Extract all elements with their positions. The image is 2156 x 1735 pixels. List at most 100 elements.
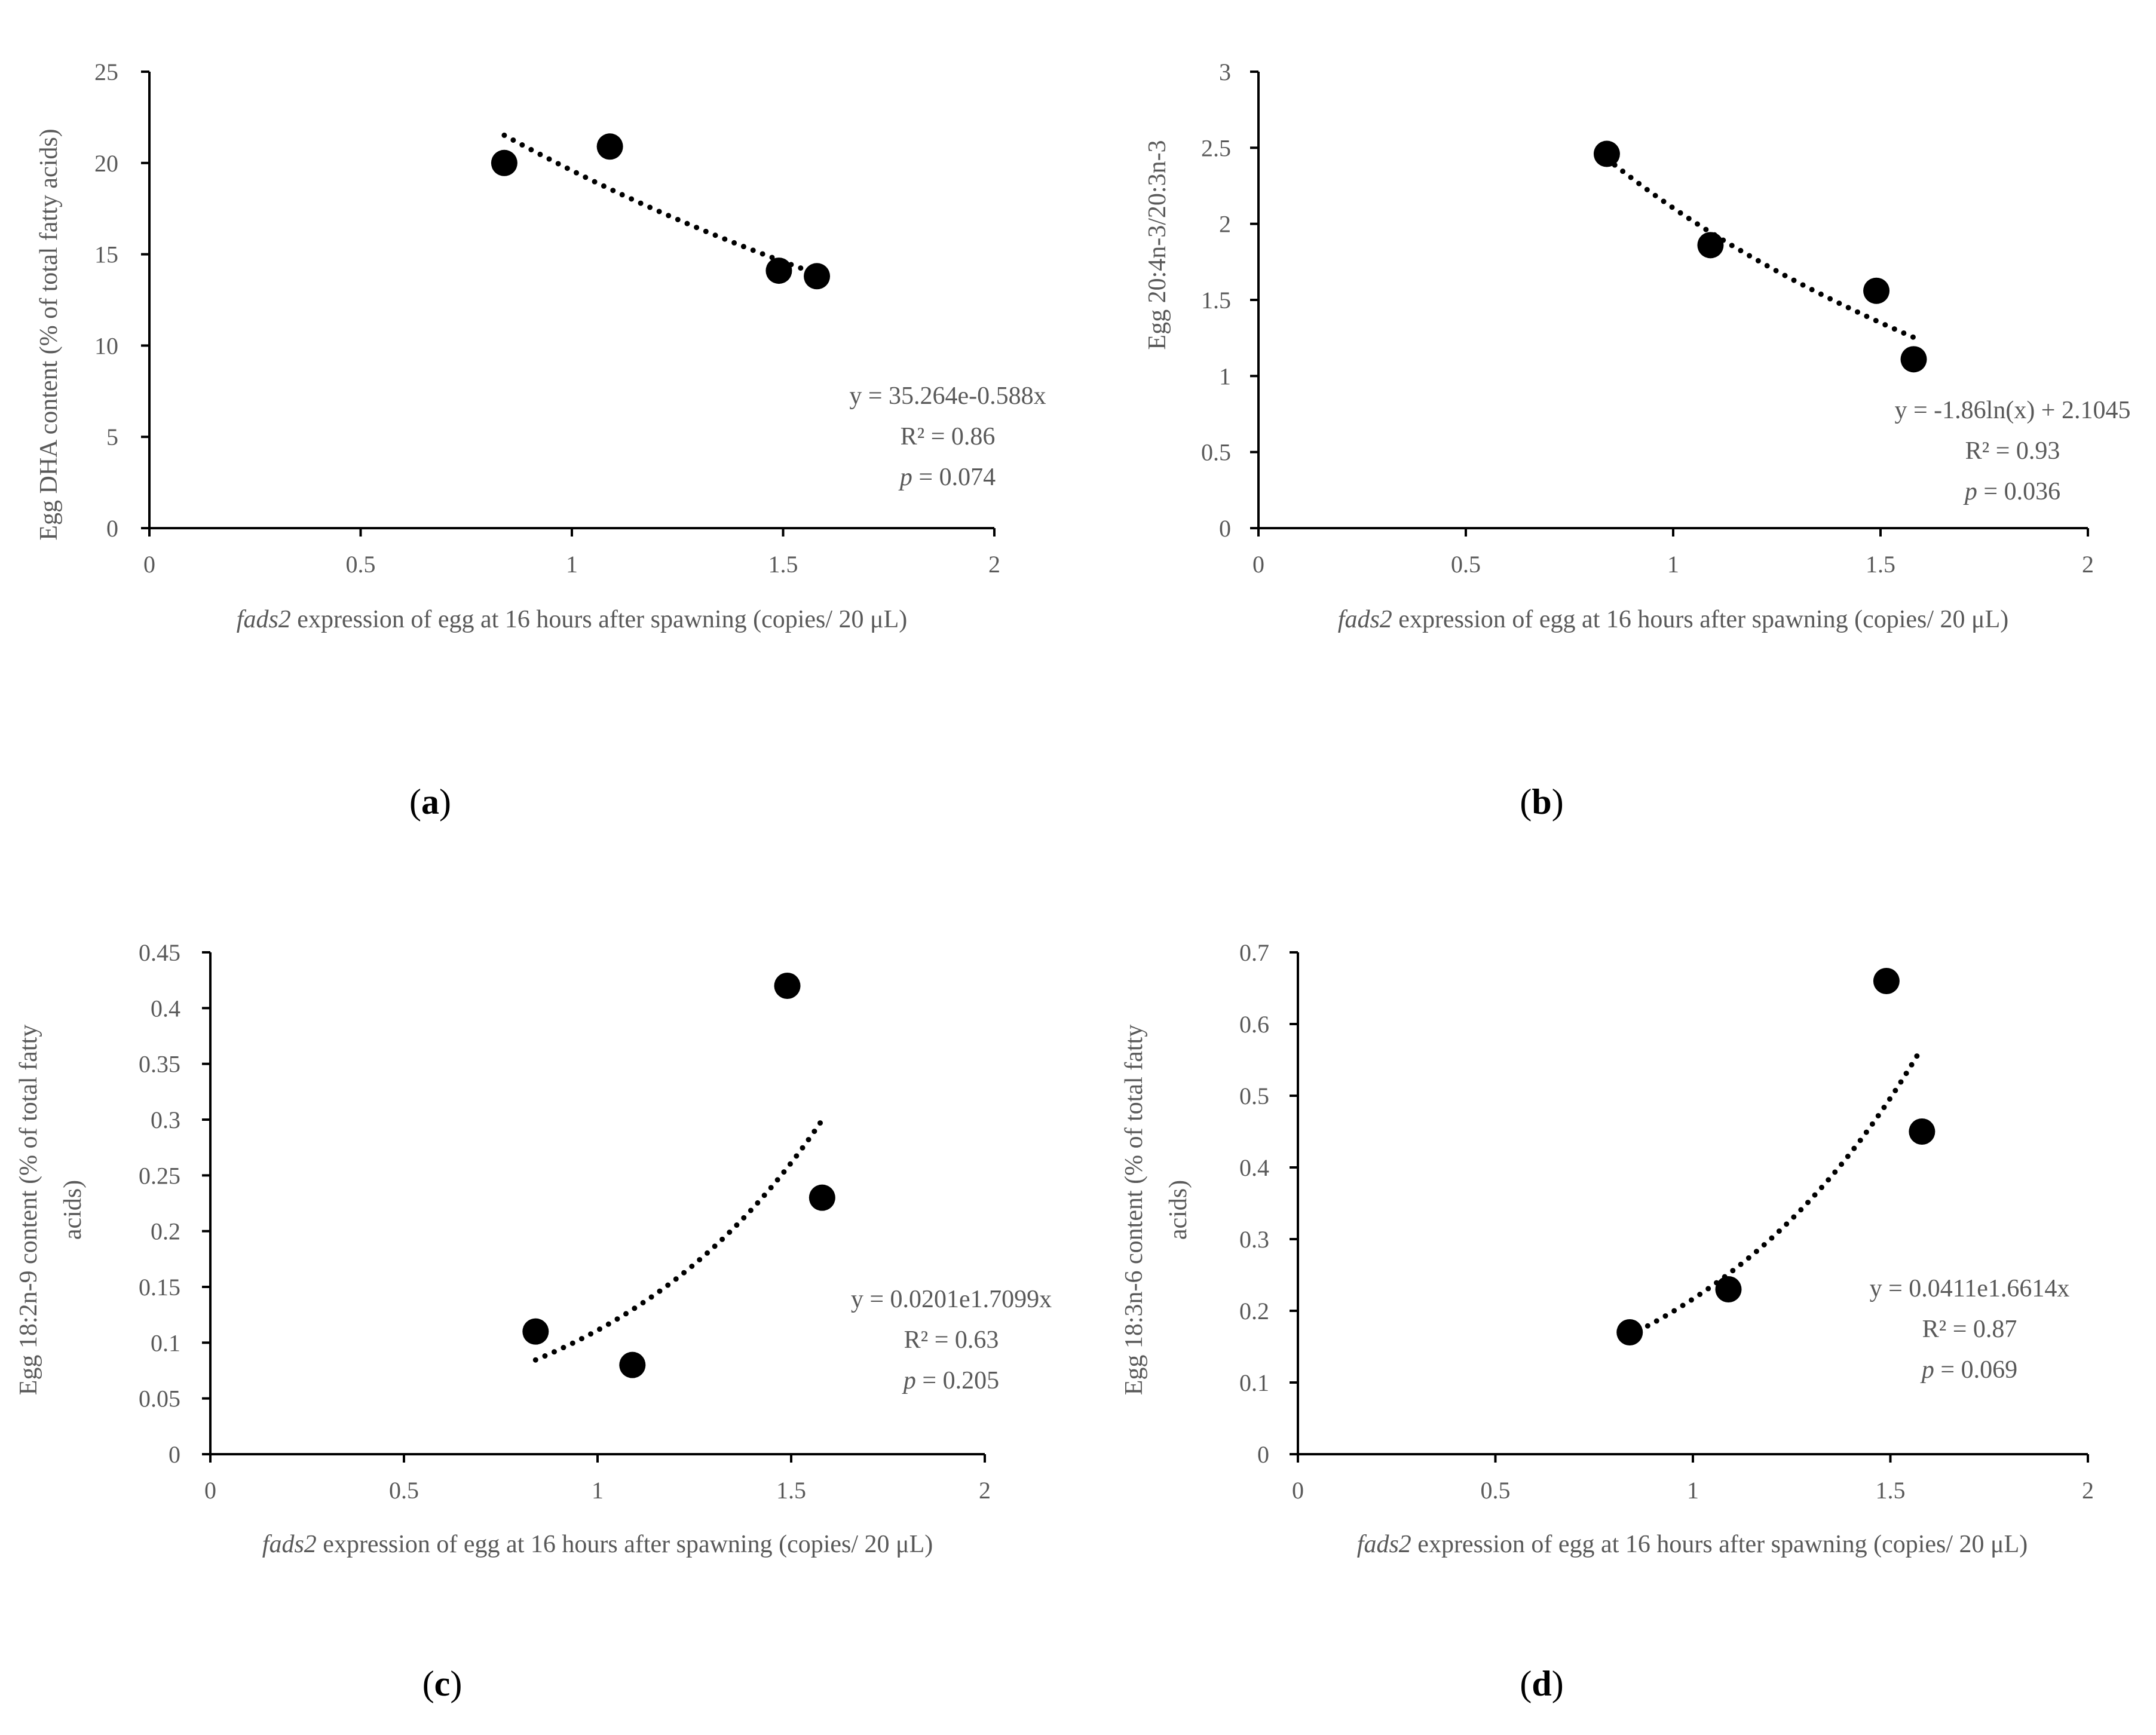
data-point [1900, 346, 1927, 373]
trend-equation: y = -1.86ln(x) + 2.1045 [1894, 397, 2130, 424]
x-axis-title: fads2 expression of egg at 16 hours afte… [1357, 1531, 2028, 1558]
panel-label-open: ( [1520, 1664, 1532, 1703]
x-axis-title-rest: expression of egg at 16 hours after spaw… [1411, 1531, 2028, 1558]
data-point [804, 263, 831, 290]
y-tick-label: 3 [1219, 59, 1231, 85]
x-tick-label: 2 [2082, 1477, 2094, 1504]
panel-label-open: ( [409, 782, 421, 821]
x-tick-label: 0 [1252, 551, 1264, 578]
trendline [501, 132, 820, 277]
x-tick-label: 1 [1687, 1477, 1699, 1504]
x-tick-label: 0.5 [1451, 551, 1481, 578]
x-axis-title-gene: fads2 [262, 1531, 317, 1558]
y-axis-title: acids) [1165, 1180, 1192, 1240]
panel-label-close: ) [439, 782, 451, 821]
y-tick-label: 0.15 [139, 1274, 180, 1301]
y-axis-title: acids) [59, 1180, 87, 1240]
trend-equation: y = 0.0201e1.7099x [851, 1286, 1052, 1313]
panel-label-letter: b [1532, 782, 1551, 821]
y-tick-label: 0.4 [151, 995, 180, 1022]
panel-label: (d) [1520, 1664, 1563, 1703]
p-symbol: p [1963, 478, 1977, 505]
p-value: = 0.036 [1977, 478, 2060, 505]
y-tick-label: 10 [94, 332, 118, 359]
y-tick-label: 0.05 [139, 1385, 180, 1412]
chart-b: 0 0.5 1 1.5 2 2.5 3 0 0.5 1 1.5 2 fads2 expression o… [1144, 59, 2131, 633]
y-tick-label: 20 [94, 150, 118, 177]
x-tick-label: 2 [979, 1477, 991, 1504]
x-tick-label: 1 [592, 1477, 604, 1504]
p-value-label: p = 0.036 [1963, 478, 2060, 505]
x-axis-title-gene: fads2 [237, 606, 291, 633]
p-value: = 0.205 [916, 1367, 999, 1394]
y-tick-label: 0.4 [1239, 1154, 1269, 1181]
x-tick-label: 1.5 [776, 1477, 806, 1504]
x-axis-title-gene: fads2 [1357, 1531, 1411, 1558]
x-tick-label: 0.5 [389, 1477, 419, 1504]
y-axis-title: Egg 18:3n-6 content (% of total fatty [1120, 1025, 1148, 1396]
y-tick-label: 1.5 [1201, 287, 1231, 314]
trend-equation: y = 0.0411e1.6614x [1870, 1275, 2070, 1302]
panel-label-close: ) [450, 1664, 462, 1703]
y-axis-title: Egg 20:4n-3/20:3n-3 [1144, 140, 1171, 350]
p-value-label: p = 0.205 [902, 1367, 999, 1394]
panel-label-close: ) [1552, 1664, 1564, 1703]
panel-label-letter: c [434, 1664, 451, 1703]
x-tick-label: 0 [1292, 1477, 1304, 1504]
y-tick-label: 0 [1219, 515, 1231, 542]
p-symbol: p [1920, 1356, 1934, 1384]
panel-label-letter: a [421, 782, 439, 821]
data-point [1715, 1276, 1742, 1302]
data-point [1593, 140, 1620, 167]
data-point [765, 258, 792, 284]
y-tick-label: 2 [1219, 211, 1231, 238]
x-tick-label: 0.5 [346, 551, 376, 578]
y-tick-label: 0.2 [151, 1218, 180, 1245]
data-point [1697, 232, 1724, 259]
x-tick-label: 1 [1667, 551, 1679, 578]
panel-label: (b) [1520, 782, 1563, 821]
y-tick-label: 0.35 [139, 1051, 180, 1078]
r-squared-label: R² = 0.86 [901, 423, 996, 450]
x-axis-title: fads2 expression of egg at 16 hours afte… [1338, 606, 2008, 633]
x-axis-title-gene: fads2 [1338, 606, 1392, 633]
x-tick-label: 1.5 [1866, 551, 1895, 578]
chart-a: 0 5 10 15 20 25 0 0.5 1 1.5 2 fads2 expression of e… [35, 59, 1046, 633]
trendline [1604, 156, 1916, 341]
data-point [596, 133, 623, 160]
p-value: = 0.069 [1934, 1356, 2017, 1384]
x-tick-label: 0 [204, 1477, 216, 1504]
y-tick-label: 0.45 [139, 939, 180, 966]
p-value: = 0.074 [912, 464, 996, 491]
panel-label-open: ( [422, 1664, 434, 1703]
r-squared-label: R² = 0.63 [904, 1326, 999, 1354]
y-tick-label: 0.5 [1239, 1083, 1269, 1109]
y-tick-label: 0 [1257, 1441, 1269, 1468]
x-tick-label: 1.5 [768, 551, 798, 578]
p-symbol: p [898, 464, 912, 491]
data-point [1616, 1319, 1643, 1345]
y-tick-label: 0.3 [151, 1106, 180, 1133]
trendline [1627, 1044, 1925, 1338]
y-tick-label: 25 [94, 59, 118, 85]
data-point [808, 1184, 835, 1211]
p-value-label: p = 0.074 [898, 464, 996, 491]
p-symbol: p [902, 1367, 916, 1394]
y-tick-label: 2.5 [1201, 134, 1231, 161]
data-point [491, 149, 517, 176]
panel-label: (c) [422, 1664, 463, 1703]
y-axis-title: Egg 18:2n-9 content (% of total fatty [15, 1025, 42, 1396]
chart-c: 0 0.05 0.1 0.15 0.2 0.25 0.3 0.35 0.4 0.45 0 0.5 1 1.… [15, 939, 1052, 1558]
x-tick-label: 2 [988, 551, 1000, 578]
panel-label-letter: d [1532, 1664, 1551, 1703]
y-axis-title: Egg DHA content (% of total fatty acids) [35, 128, 63, 540]
data-point [1909, 1118, 1936, 1145]
x-tick-label: 1 [566, 551, 578, 578]
x-tick-label: 1.5 [1876, 1477, 1906, 1504]
chart-d: 0 0.1 0.2 0.3 0.4 0.5 0.6 0.7 0 0.5 1 1.5 2 fads2 exp… [1120, 939, 2094, 1558]
data-point [1873, 968, 1900, 994]
r-squared-label: R² = 0.93 [1965, 437, 2060, 465]
data-point [1863, 277, 1890, 304]
trend-equation: y = 35.264e-0.588x [849, 382, 1046, 410]
